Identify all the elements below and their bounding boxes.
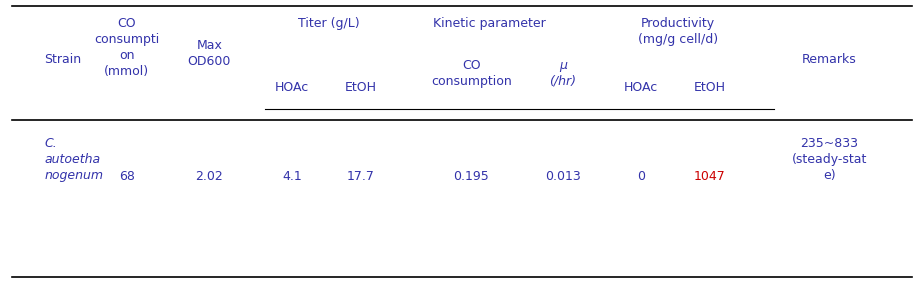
Text: 0: 0 (637, 170, 645, 184)
Text: Titer (g/L): Titer (g/L) (298, 17, 359, 30)
Text: μ
(/hr): μ (/hr) (550, 59, 577, 88)
Text: Remarks: Remarks (802, 53, 857, 66)
Text: 4.1: 4.1 (282, 170, 302, 184)
Text: EtOH: EtOH (694, 81, 726, 94)
Text: Kinetic parameter: Kinetic parameter (433, 17, 546, 30)
Text: Strain: Strain (44, 53, 81, 66)
Text: C.
autoetha
nogenum: C. autoetha nogenum (44, 137, 103, 182)
Text: CO
consumpti
on
(mmol): CO consumpti on (mmol) (94, 17, 160, 78)
Text: HOAc: HOAc (275, 81, 310, 94)
Text: Max
OD600: Max OD600 (188, 39, 231, 68)
Text: 1047: 1047 (694, 170, 726, 184)
Text: 17.7: 17.7 (347, 170, 375, 184)
Text: 68: 68 (119, 170, 135, 184)
Text: 0.195: 0.195 (454, 170, 489, 184)
Text: 235~833
(steady-stat
e): 235~833 (steady-stat e) (792, 137, 867, 182)
Text: HOAc: HOAc (624, 81, 658, 94)
Text: CO
consumption: CO consumption (431, 59, 512, 88)
Text: 2.02: 2.02 (196, 170, 224, 184)
Text: Productivity
(mg/g cell/d): Productivity (mg/g cell/d) (638, 17, 718, 46)
Text: 0.013: 0.013 (545, 170, 581, 184)
Text: EtOH: EtOH (345, 81, 377, 94)
